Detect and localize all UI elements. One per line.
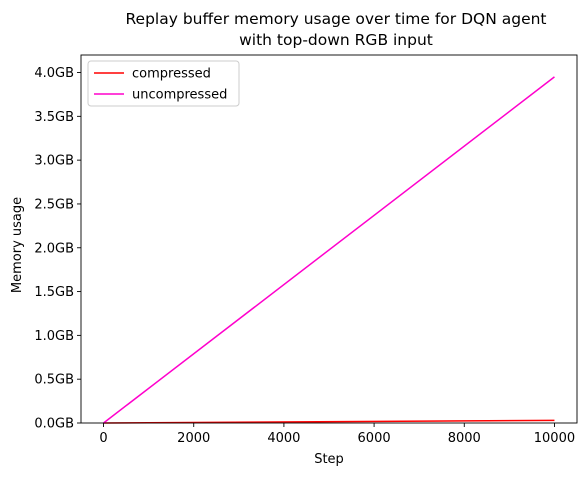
series-layer [103,76,555,424]
legend-box [87,60,240,107]
x-tick-label: 2000 [177,431,210,446]
axes-frame [80,54,578,424]
x-tick-label: 0 [99,431,107,446]
axes-layer [80,54,578,424]
x-tick-label: 4000 [267,431,300,446]
series-line-uncompressed [103,76,555,424]
x-tick-label: 6000 [358,431,391,446]
y-tick-label: 0.5GB [34,373,74,388]
y-tick-label: 4.0GB [34,66,74,81]
y-tick-label: 1.0GB [34,329,74,344]
chart-title-line-2: with top-down RGB input [239,31,433,49]
chart-title-line-1: Replay buffer memory usage over time for… [125,10,546,28]
x-tick-label: 8000 [448,431,481,446]
y-tick-label: 1.5GB [34,285,74,300]
legend-label-compressed: compressed [132,67,211,82]
y-tick-label: 2.0GB [34,241,74,256]
x-tick-label: 10000 [534,431,575,446]
legend: compressed uncompressed [87,60,240,107]
legend-label-uncompressed: uncompressed [132,88,227,103]
y-tick-label: 3.5GB [34,110,74,125]
y-tick-label: 0.0GB [34,417,74,432]
y-tick-label: 3.0GB [34,154,74,169]
x-axis-label: Step [314,452,344,467]
y-tick-label: 2.5GB [34,197,74,212]
y-axis-label: Memory usage [10,197,25,293]
ticks-layer: 0 2000 4000 6000 8000 10000 0.0GB 0.5GB 1.0GB 1.5… [34,66,575,446]
